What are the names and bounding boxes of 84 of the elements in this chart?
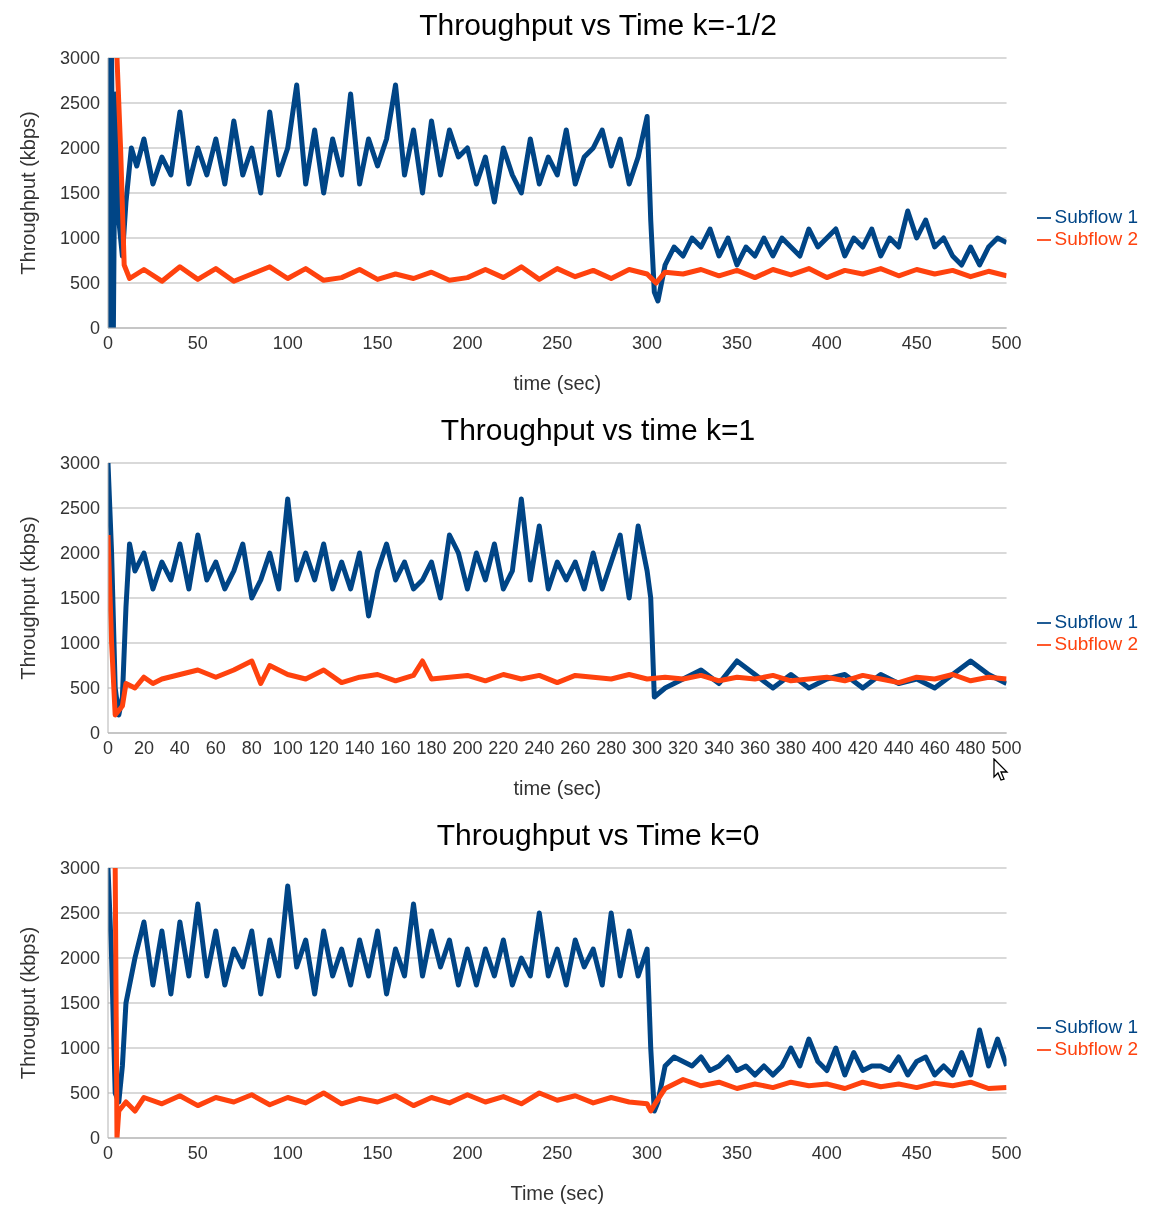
y-tick-label: 2500: [59, 903, 100, 924]
x-tick-label: 20: [133, 737, 154, 758]
x-tick-label: 100: [272, 737, 303, 758]
y-tick-label: 0: [89, 723, 100, 744]
y-axis-title: Throughput (kbps): [17, 516, 40, 680]
x-tick-label: 60: [205, 737, 226, 758]
x-tick-label: 500: [991, 332, 1022, 353]
x-tick-label: 500: [991, 737, 1022, 758]
x-tick-label: 100: [272, 1142, 303, 1163]
x-tick-label: 500: [991, 1142, 1022, 1163]
x-tick-label: 50: [187, 1142, 208, 1163]
x-tick-label: 250: [542, 1142, 573, 1163]
chart-title: Throughput vs Time k=0: [435, 818, 761, 853]
y-tick-label: 1000: [59, 633, 100, 654]
x-tick-label: 420: [847, 737, 878, 758]
x-axis-title: Time (sec): [510, 1182, 605, 1204]
x-tick-label: 200: [452, 1142, 483, 1163]
x-tick-label: 160: [380, 737, 411, 758]
y-tick-label: 2000: [59, 948, 100, 969]
x-axis-title: time (sec): [513, 372, 602, 394]
x-tick-label: 140: [344, 737, 375, 758]
y-tick-label: 3000: [59, 48, 100, 69]
y-tick-label: 0: [89, 1128, 100, 1149]
x-tick-label: 150: [362, 332, 393, 353]
legend-label: Subflow 1: [1054, 206, 1138, 227]
y-axis-title: Throughput (kbps): [17, 111, 40, 275]
y-tick-label: 1500: [59, 183, 100, 204]
y-tick-label: 3000: [59, 858, 100, 879]
y-axis-title: Througput (kbps): [17, 926, 40, 1080]
x-tick-label: 360: [739, 737, 770, 758]
x-tick-label: 260: [560, 737, 591, 758]
x-tick-label: 120: [308, 737, 339, 758]
x-tick-label: 80: [241, 737, 262, 758]
x-tick-label: 150: [362, 1142, 393, 1163]
x-tick-label: 350: [721, 332, 753, 353]
x-tick-label: 380: [775, 737, 806, 758]
x-tick-label: 0: [102, 332, 114, 353]
x-tick-label: 450: [901, 1142, 932, 1163]
y-tick-label: 500: [69, 273, 100, 294]
legend-label: Subflow 2: [1054, 633, 1138, 654]
x-tick-label: 50: [187, 332, 208, 353]
x-tick-label: 300: [632, 1142, 663, 1163]
x-tick-label: 40: [169, 737, 190, 758]
x-tick-label: 240: [524, 737, 555, 758]
x-tick-label: 460: [919, 737, 950, 758]
legend-label: Subflow 2: [1054, 1038, 1138, 1059]
x-tick-label: 400: [811, 737, 842, 758]
x-tick-label: 300: [632, 332, 663, 353]
legend-label: Subflow 1: [1054, 1016, 1138, 1037]
chart-title: Throughput vs time k=1: [439, 413, 757, 448]
y-tick-label: 1000: [59, 1038, 100, 1059]
x-tick-label: 300: [632, 737, 663, 758]
y-tick-label: 1500: [59, 993, 100, 1014]
x-tick-label: 220: [488, 737, 519, 758]
x-tick-label: 480: [955, 737, 986, 758]
y-tick-label: 1000: [59, 228, 100, 249]
legend-label: Subflow 2: [1054, 228, 1138, 249]
x-tick-label: 250: [542, 332, 573, 353]
x-tick-label: 180: [416, 737, 447, 758]
y-tick-label: 1500: [59, 588, 100, 609]
y-tick-label: 2000: [59, 138, 100, 159]
x-tick-label: 440: [883, 737, 914, 758]
y-tick-label: 0: [89, 318, 100, 339]
x-tick-label: 400: [811, 332, 842, 353]
x-tick-label: 340: [703, 737, 735, 758]
x-tick-label: 350: [721, 1142, 753, 1163]
x-tick-label: 280: [596, 737, 627, 758]
x-tick-label: 0: [102, 1142, 114, 1163]
x-tick-label: 200: [452, 332, 483, 353]
x-tick-label: 320: [668, 737, 699, 758]
x-tick-label: 0: [102, 737, 114, 758]
x-tick-label: 200: [452, 737, 483, 758]
x-tick-label: 100: [272, 332, 303, 353]
x-axis-title: time (sec): [513, 777, 602, 799]
y-tick-label: 2000: [59, 543, 100, 564]
y-tick-label: 500: [69, 678, 100, 699]
y-tick-label: 2500: [59, 498, 100, 519]
x-tick-label: 450: [901, 332, 932, 353]
x-tick-label: 400: [811, 1142, 842, 1163]
legend-label: Subflow 1: [1054, 611, 1138, 632]
y-tick-label: 2500: [59, 93, 100, 114]
chart-title: Throughput vs Time k=-1/2: [418, 8, 778, 43]
y-tick-label: 500: [69, 1083, 100, 1104]
y-tick-label: 3000: [59, 453, 100, 474]
